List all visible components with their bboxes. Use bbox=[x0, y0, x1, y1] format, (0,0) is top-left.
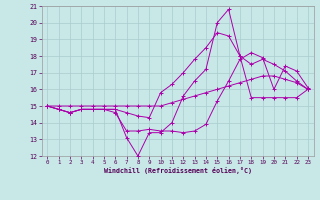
X-axis label: Windchill (Refroidissement éolien,°C): Windchill (Refroidissement éolien,°C) bbox=[104, 167, 252, 174]
